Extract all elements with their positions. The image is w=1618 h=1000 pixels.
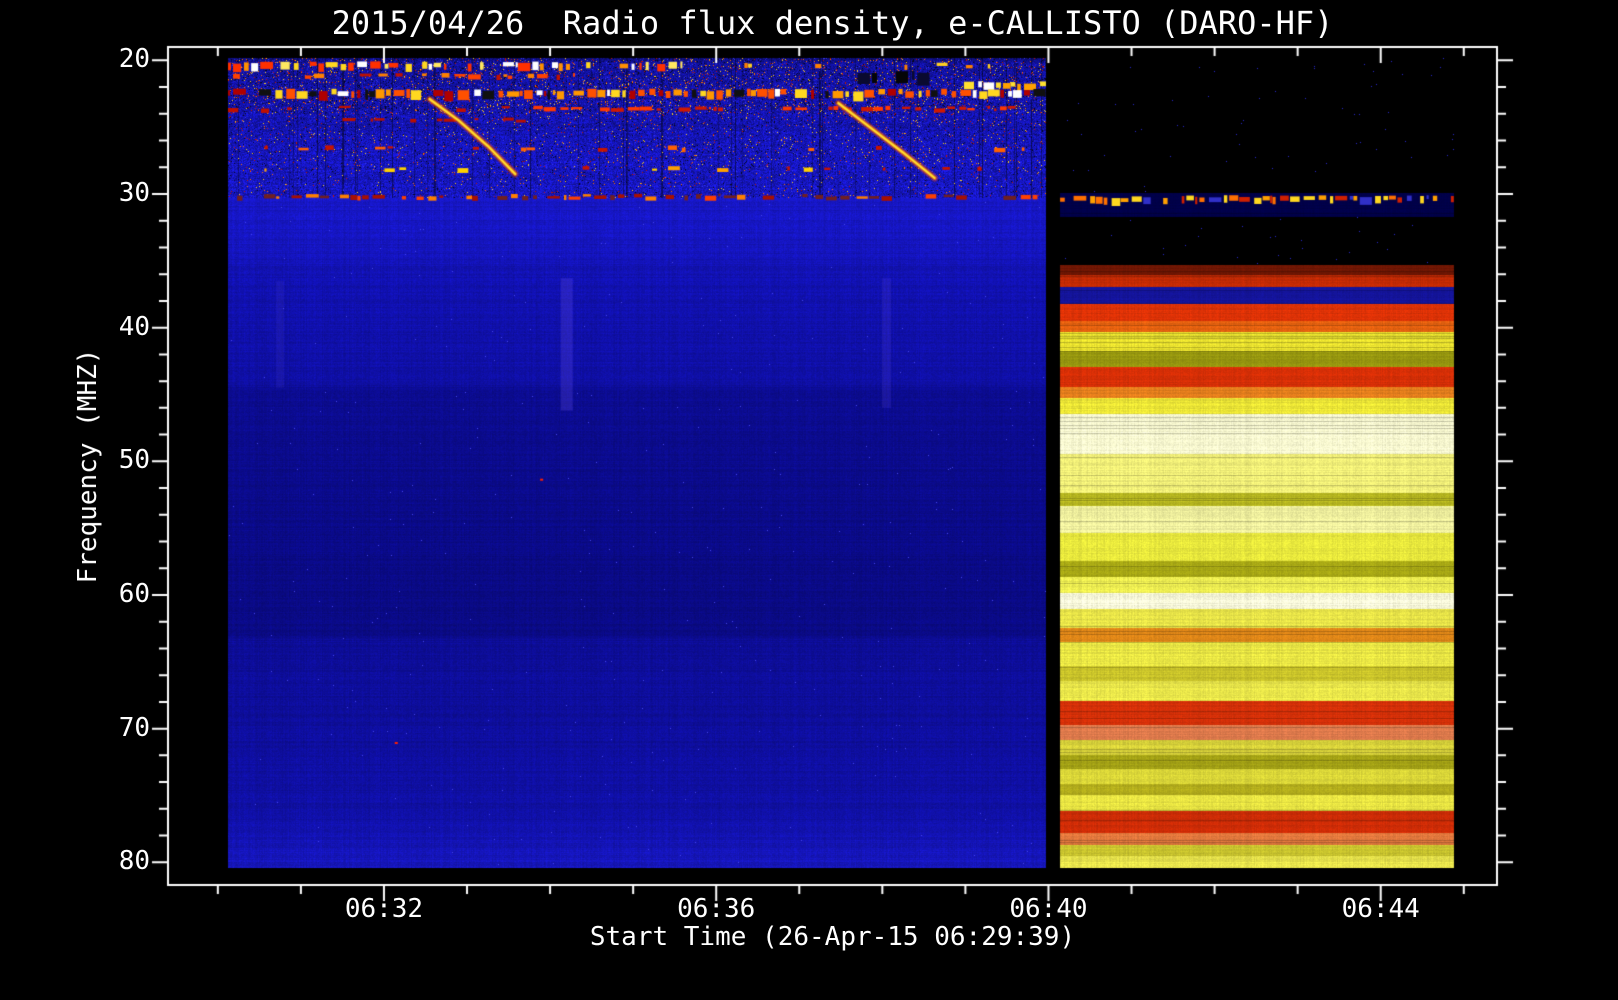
chart-title: 2015/04/26 Radio flux density, e-CALLIST… <box>331 4 1334 42</box>
x-axis-label: Start Time (26-Apr-15 06:29:39) <box>589 922 1076 952</box>
y-axis-label: Frequency (MHZ) <box>73 348 103 584</box>
